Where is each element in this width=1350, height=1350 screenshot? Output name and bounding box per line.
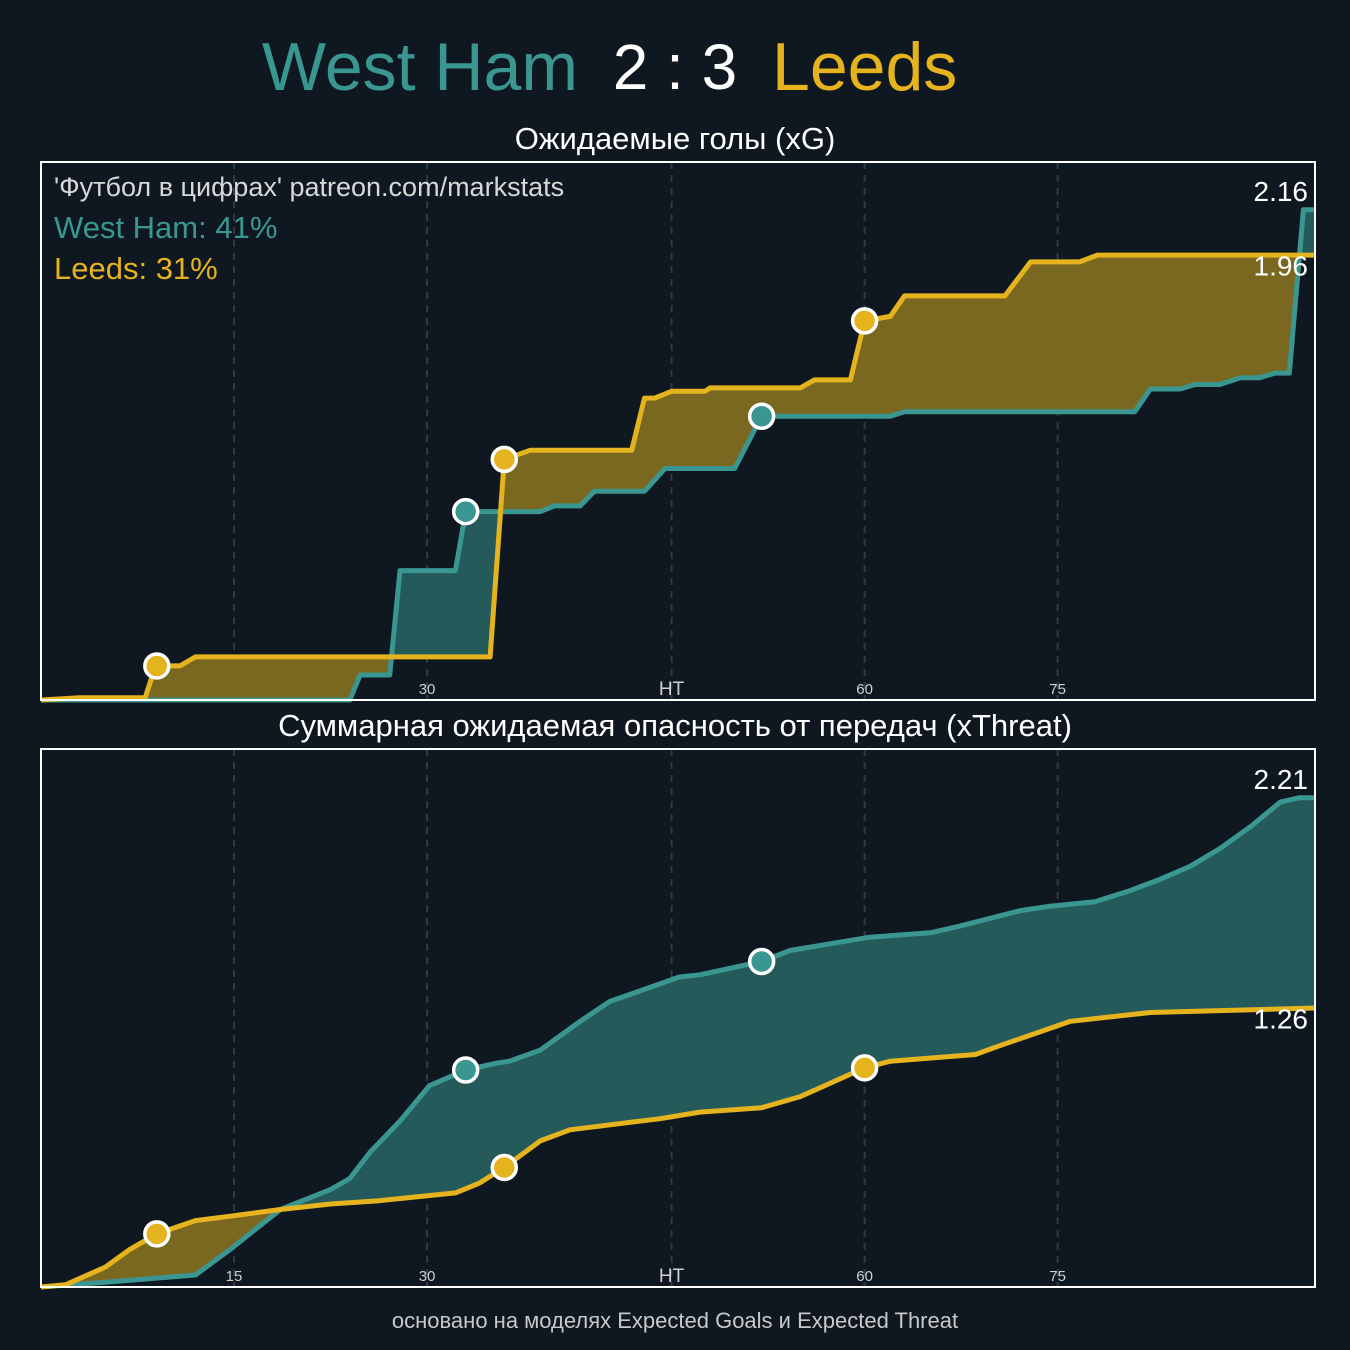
goal-marker	[143, 652, 171, 680]
goal-marker	[850, 307, 879, 335]
x-tick-label: 75	[1049, 681, 1066, 698]
panel-title: Суммарная ожидаемая опасность от передач…	[278, 708, 1072, 743]
line	[40, 795, 1315, 1290]
goal-marker	[747, 947, 776, 976]
end-label: 2.21	[1254, 764, 1309, 795]
x-tick-label: 30	[419, 1268, 436, 1285]
x-tick-label: 30	[419, 681, 436, 698]
x-tick-label: 60	[856, 681, 873, 698]
x-tick-label: 60	[856, 1268, 873, 1285]
annotation: Leeds: 31%	[54, 251, 218, 286]
goal-marker	[451, 497, 480, 526]
goal-marker	[490, 445, 519, 474]
end-label: 2.16	[1254, 176, 1309, 207]
home-team: West Ham	[262, 29, 578, 105]
annotation: West Ham: 41%	[54, 210, 277, 245]
footer: основано на моделях Expected Goals и Exp…	[392, 1308, 958, 1333]
goal-marker	[490, 1153, 519, 1182]
x-tick-label: 15	[226, 1268, 243, 1285]
line	[41, 207, 1315, 703]
score: 2 : 3	[613, 31, 738, 103]
goal-marker	[143, 1220, 171, 1248]
annotation: 'Футбол в цифрах' patreon.com/markstats	[54, 172, 564, 202]
away-team: Leeds	[772, 29, 957, 105]
end-label: 1.26	[1254, 1003, 1309, 1034]
goal-marker	[850, 1054, 879, 1082]
goal-marker	[451, 1056, 480, 1084]
plot-frame	[40, 161, 1316, 701]
line	[40, 252, 1315, 703]
goal-marker	[747, 402, 776, 430]
plot-frame	[40, 748, 1316, 1288]
x-tick-label: 75	[1049, 1268, 1066, 1285]
end-label: 1.96	[1254, 250, 1309, 281]
x-tick-label: HT	[659, 1266, 685, 1287]
x-tick-label: HT	[659, 679, 685, 700]
panel-title: Ожидаемые голы (xG)	[515, 121, 836, 156]
